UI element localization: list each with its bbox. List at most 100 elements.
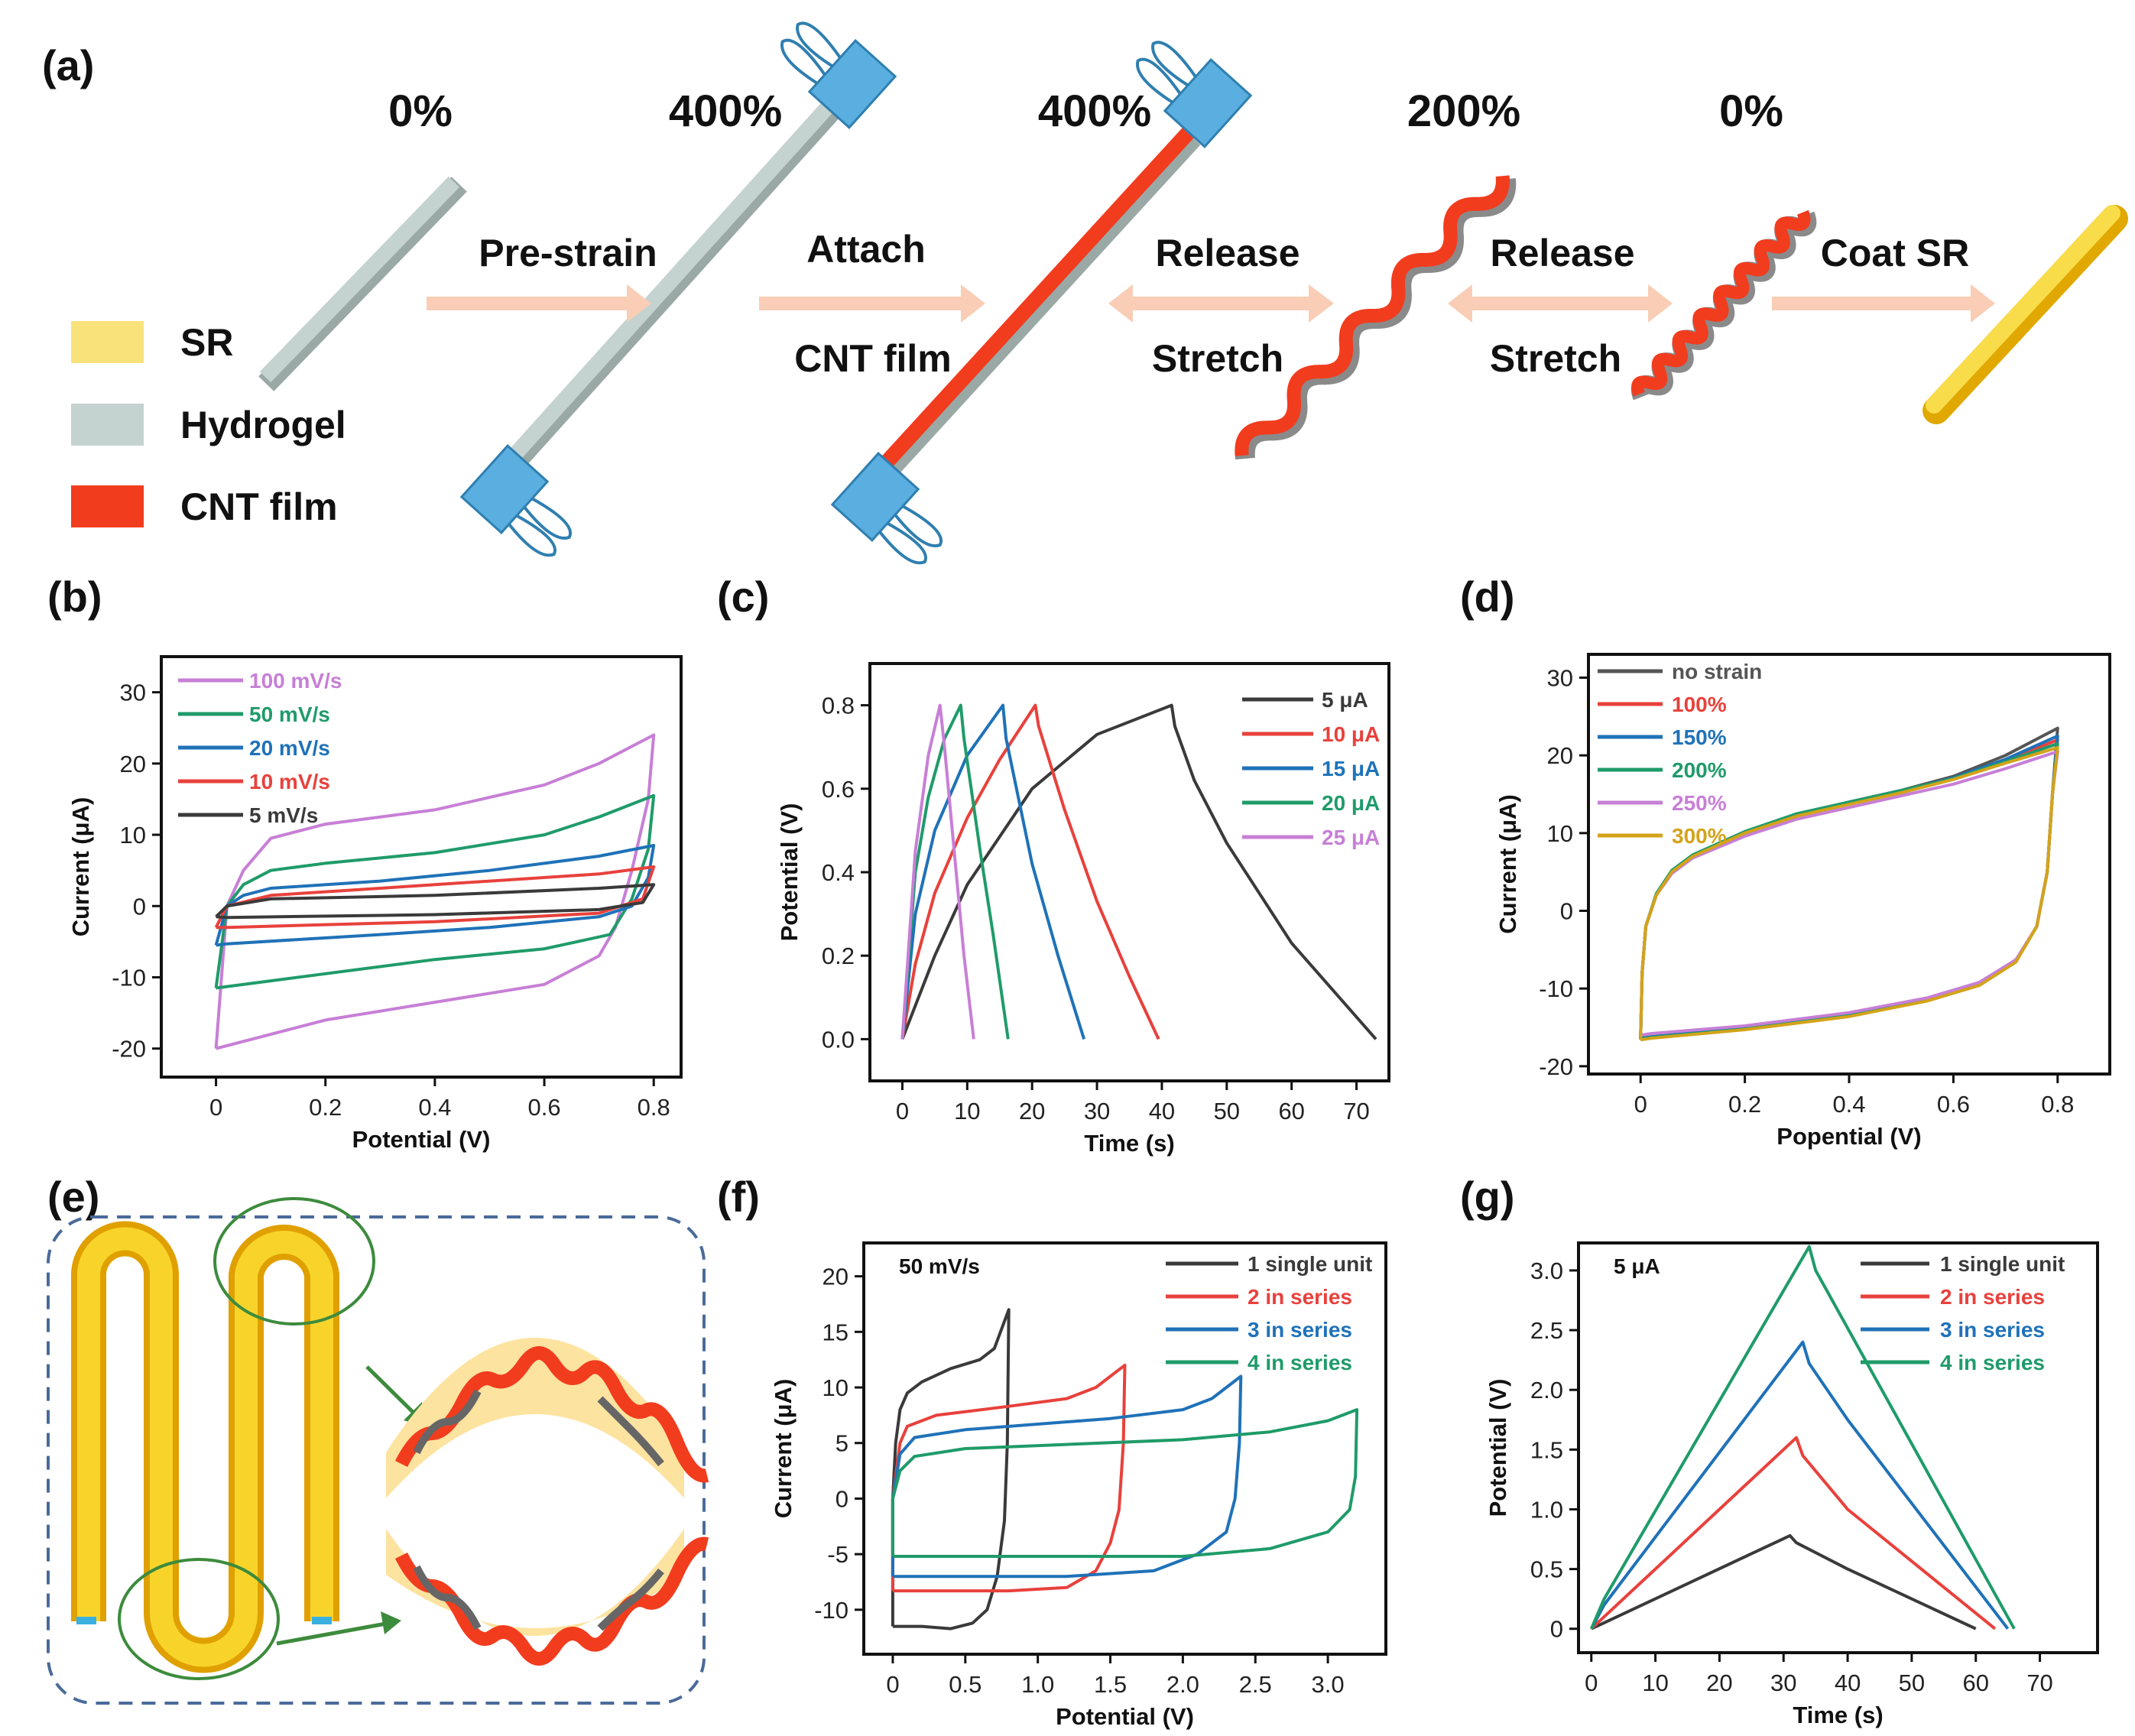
x-tick-label: 40 (1149, 1098, 1175, 1124)
step-label-cnt-film: CNT film (794, 337, 952, 380)
y-tick-label: 0 (133, 893, 146, 920)
x-tick-label: 0.8 (2041, 1091, 2074, 1118)
chart-annotation: 5 μA (1614, 1254, 1660, 1278)
x-tick-label: 3.0 (1312, 1671, 1345, 1698)
y-axis-label: Current (μA) (67, 797, 94, 937)
arrow-right-icon (1772, 284, 1995, 323)
y-axis-label: Current (μA) (1494, 794, 1521, 934)
x-tick-label: 20 (1706, 1669, 1732, 1696)
legend-label: 150% (1672, 725, 1727, 749)
arrow-icon (276, 1621, 387, 1646)
series-line-1 (900, 703, 1377, 1040)
step-label-release-1: Release (1155, 232, 1299, 274)
x-tick-label: 0 (1585, 1669, 1598, 1696)
x-tick-label: 0 (209, 1094, 222, 1121)
x-tick-label: 50 (1214, 1098, 1240, 1124)
strain-label-0: 0% (388, 86, 453, 136)
y-tick-label: -5 (827, 1541, 848, 1568)
x-tick-label: 20 (1019, 1098, 1045, 1124)
electrode-end (312, 1617, 332, 1624)
legend-label: 5 μA (1322, 688, 1368, 712)
series-line-4 (891, 1408, 1359, 1558)
y-tick-label: 5 (836, 1430, 848, 1457)
cnt-film-layer (868, 128, 1194, 481)
legend-label: 2 in series (1940, 1285, 2045, 1309)
y-tick-label: 1.0 (1530, 1496, 1563, 1523)
y-tick-label: 0 (1550, 1616, 1563, 1643)
y-tick-label: 0.2 (822, 943, 855, 969)
legend-label: 3 in series (1940, 1318, 2045, 1342)
y-tick-label: 20 (120, 751, 146, 777)
y-tick-label: 0 (836, 1485, 848, 1512)
y-tick-label: 0.6 (822, 776, 855, 803)
x-tick-label: 1.5 (1094, 1671, 1127, 1698)
chart-panel-c: 0 10 20 30 40 50 60 70 0.0 0.2 0.4 0.6 0.8 Time (s) Po… (776, 662, 1390, 1157)
legend-label: 10 mV/s (249, 770, 330, 793)
y-tick-label: 20 (1547, 742, 1573, 769)
panel-label-c: (c) (717, 573, 769, 621)
step-label-release-2: Release (1490, 232, 1634, 274)
x-tick-label: 0.6 (1937, 1091, 1970, 1118)
strain-label-4: 0% (1719, 86, 1783, 136)
panel-label-b: (b) (47, 573, 102, 621)
legend-swatch-sr (71, 321, 144, 363)
x-tick-label: 0 (886, 1671, 899, 1698)
legend-label: 4 in series (1248, 1351, 1352, 1374)
x-tick-label: 0.2 (1728, 1091, 1761, 1118)
panel-label-e: (e) (47, 1173, 99, 1221)
series-line-2 (1590, 1436, 1997, 1631)
step-label-stretch-2: Stretch (1490, 337, 1621, 380)
x-tick-label: 0.4 (1832, 1091, 1865, 1118)
y-tick-label: 0.8 (822, 693, 855, 719)
x-axis-label: Time (s) (1084, 1130, 1174, 1157)
y-tick-label: 20 (823, 1264, 848, 1290)
legend-label: 2 in series (1248, 1285, 1352, 1309)
series-line-1 (214, 733, 656, 1050)
legend-label: 25 μA (1322, 826, 1380, 849)
legend-label: 3 in series (1248, 1318, 1352, 1342)
series-line-2 (891, 1363, 1127, 1593)
y-tick-label: 15 (823, 1319, 848, 1345)
sr-coated-fiber-highlight (1926, 205, 2120, 414)
panel-label-d: (d) (1460, 573, 1515, 621)
chart-panel-b: 0 0.2 0.4 0.6 0.8 -20 -10 0 10 20 30 Potential (V) C… (67, 655, 683, 1153)
strain-label-2: 400% (1038, 86, 1151, 136)
plot-frame (1577, 1241, 2099, 1654)
step-label-pre-strain: Pre-strain (479, 232, 657, 274)
legend-label: 4 in series (1940, 1351, 2045, 1374)
zoom-circle-top (213, 1197, 375, 1326)
x-tick-label: 0 (1634, 1091, 1647, 1118)
plot-frame (160, 655, 683, 1079)
legend-label: 200% (1672, 758, 1727, 782)
legend-label: 20 mV/s (249, 736, 330, 760)
chart-panel-d: 0 0.2 0.4 0.6 0.8 -20 -10 0 10 20 30 Popential (V) C… (1494, 653, 2111, 1150)
x-tick-label: 30 (1084, 1098, 1110, 1124)
legend-label: 10 μA (1322, 722, 1380, 746)
x-tick-label: 10 (1642, 1669, 1668, 1696)
process-arrows (427, 284, 1995, 323)
y-tick-label: 2.0 (1530, 1377, 1563, 1403)
series-line-4 (900, 703, 1010, 1040)
series-line-2 (900, 703, 1160, 1040)
arrow-icon (365, 1365, 418, 1417)
arrow-right-icon (427, 284, 651, 323)
x-tick-label: 70 (2026, 1669, 2052, 1696)
binder-clip-icon (1135, 41, 1253, 148)
panel-a: (a) 0% 400% 400% 200% 0% SR Hydrogel CNT… (42, 21, 2128, 565)
zoom-circle-bottom (118, 1558, 280, 1680)
legend-label: 1 single unit (1940, 1252, 2065, 1276)
series-line-2 (1639, 738, 2059, 1041)
chart-annotation: 50 mV/s (899, 1254, 980, 1278)
y-tick-label: 0 (1560, 898, 1573, 925)
x-tick-label: 60 (1278, 1098, 1304, 1124)
series-line-3 (900, 703, 1086, 1040)
arrow-double-icon (1108, 284, 1334, 323)
series-line-1 (1590, 1533, 1977, 1631)
hydrogel-bar-stretched-face (497, 51, 879, 473)
y-tick-label: -10 (112, 964, 146, 991)
series-line-2 (214, 793, 656, 990)
legend-label-sr: SR (180, 321, 233, 364)
y-tick-label: 10 (1547, 820, 1573, 847)
legend-label: 100% (1672, 693, 1727, 716)
